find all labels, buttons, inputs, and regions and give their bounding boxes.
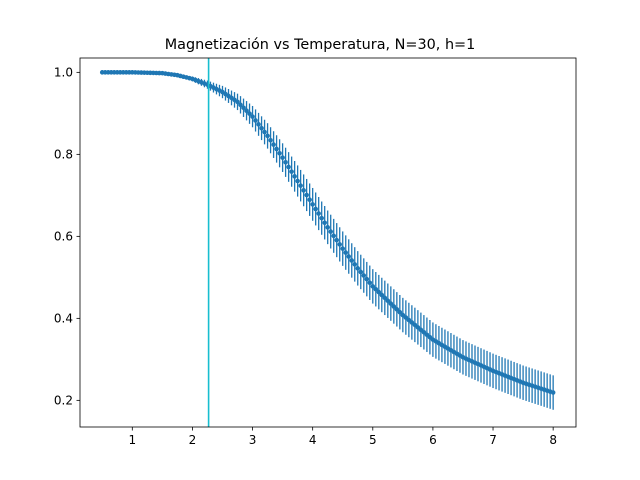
data-point: [352, 262, 358, 267]
data-point: [271, 142, 276, 147]
data-point: [316, 211, 321, 216]
data-point: [394, 307, 400, 312]
data-point: [379, 292, 385, 298]
data-point: [391, 304, 397, 309]
x-tick-label: 5: [369, 433, 377, 447]
x-tick-label: 2: [189, 433, 197, 447]
data-point: [274, 146, 279, 152]
y-tick-label: 1.0: [54, 66, 73, 80]
data-point: [244, 108, 249, 114]
data-point: [295, 178, 300, 184]
data-point: [241, 105, 246, 111]
data-point: [385, 298, 391, 304]
data-point: [289, 169, 294, 174]
data-point: [235, 99, 240, 105]
data-point: [373, 286, 379, 292]
x-tick-label: 3: [249, 433, 257, 447]
data-point: [376, 289, 382, 295]
data-point: [265, 133, 270, 139]
data-point: [283, 160, 288, 165]
y-tick-label: 0.2: [54, 394, 73, 408]
x-tick-label: 1: [128, 433, 136, 447]
data-point: [259, 125, 264, 131]
data-point: [331, 233, 337, 239]
data-point: [277, 150, 282, 156]
data-point: [268, 137, 273, 143]
data-point: [292, 174, 297, 179]
data-point: [364, 276, 370, 282]
plot-area: [99, 58, 556, 427]
data-point: [328, 229, 334, 234]
data-point: [250, 114, 255, 119]
data-point: [349, 258, 355, 263]
data-point: [367, 280, 373, 286]
data-point: [307, 197, 312, 202]
x-tick-label: 6: [429, 433, 437, 447]
data-point: [253, 118, 258, 123]
data-point: [340, 246, 346, 251]
data-point: [334, 237, 340, 243]
x-tick-label: 7: [489, 433, 497, 447]
y-tick-label: 0.6: [54, 230, 73, 244]
data-point: [247, 111, 252, 116]
data-point: [358, 269, 364, 275]
data-point: [346, 254, 352, 259]
data-point: [280, 155, 285, 160]
data-point: [361, 273, 367, 278]
data-point: [325, 225, 331, 230]
data-point: [238, 102, 243, 108]
data-point: [262, 129, 267, 135]
data-point: [301, 188, 306, 193]
data-point: [286, 164, 291, 170]
y-tick-label: 0.4: [54, 312, 73, 326]
data-point: [370, 284, 376, 289]
data-point: [397, 309, 403, 315]
data-point: [298, 183, 303, 188]
data-point: [322, 220, 327, 226]
data-point: [550, 390, 556, 395]
axes-frame: [79, 57, 577, 428]
data-point: [388, 301, 394, 306]
data-point: [319, 215, 324, 221]
data-point: [355, 266, 361, 271]
data-point: [343, 250, 349, 255]
y-axis: 0.2 0.4 0.6 0.8 1.0: [54, 66, 80, 408]
data-point: [382, 295, 388, 301]
y-tick-label: 0.8: [54, 148, 73, 162]
x-tick-label: 8: [549, 433, 557, 447]
chart-title: Magnetización vs Temperatura, N=30, h=1: [165, 37, 476, 53]
data-point: [310, 202, 315, 207]
data-point: [256, 122, 261, 127]
data-point: [337, 242, 343, 247]
data-point: [313, 206, 318, 212]
data-point: [304, 192, 309, 198]
x-axis: 1 2 3 4 5 6 7 8: [128, 427, 557, 447]
data-points: [99, 70, 556, 395]
x-tick-label: 4: [309, 433, 317, 447]
